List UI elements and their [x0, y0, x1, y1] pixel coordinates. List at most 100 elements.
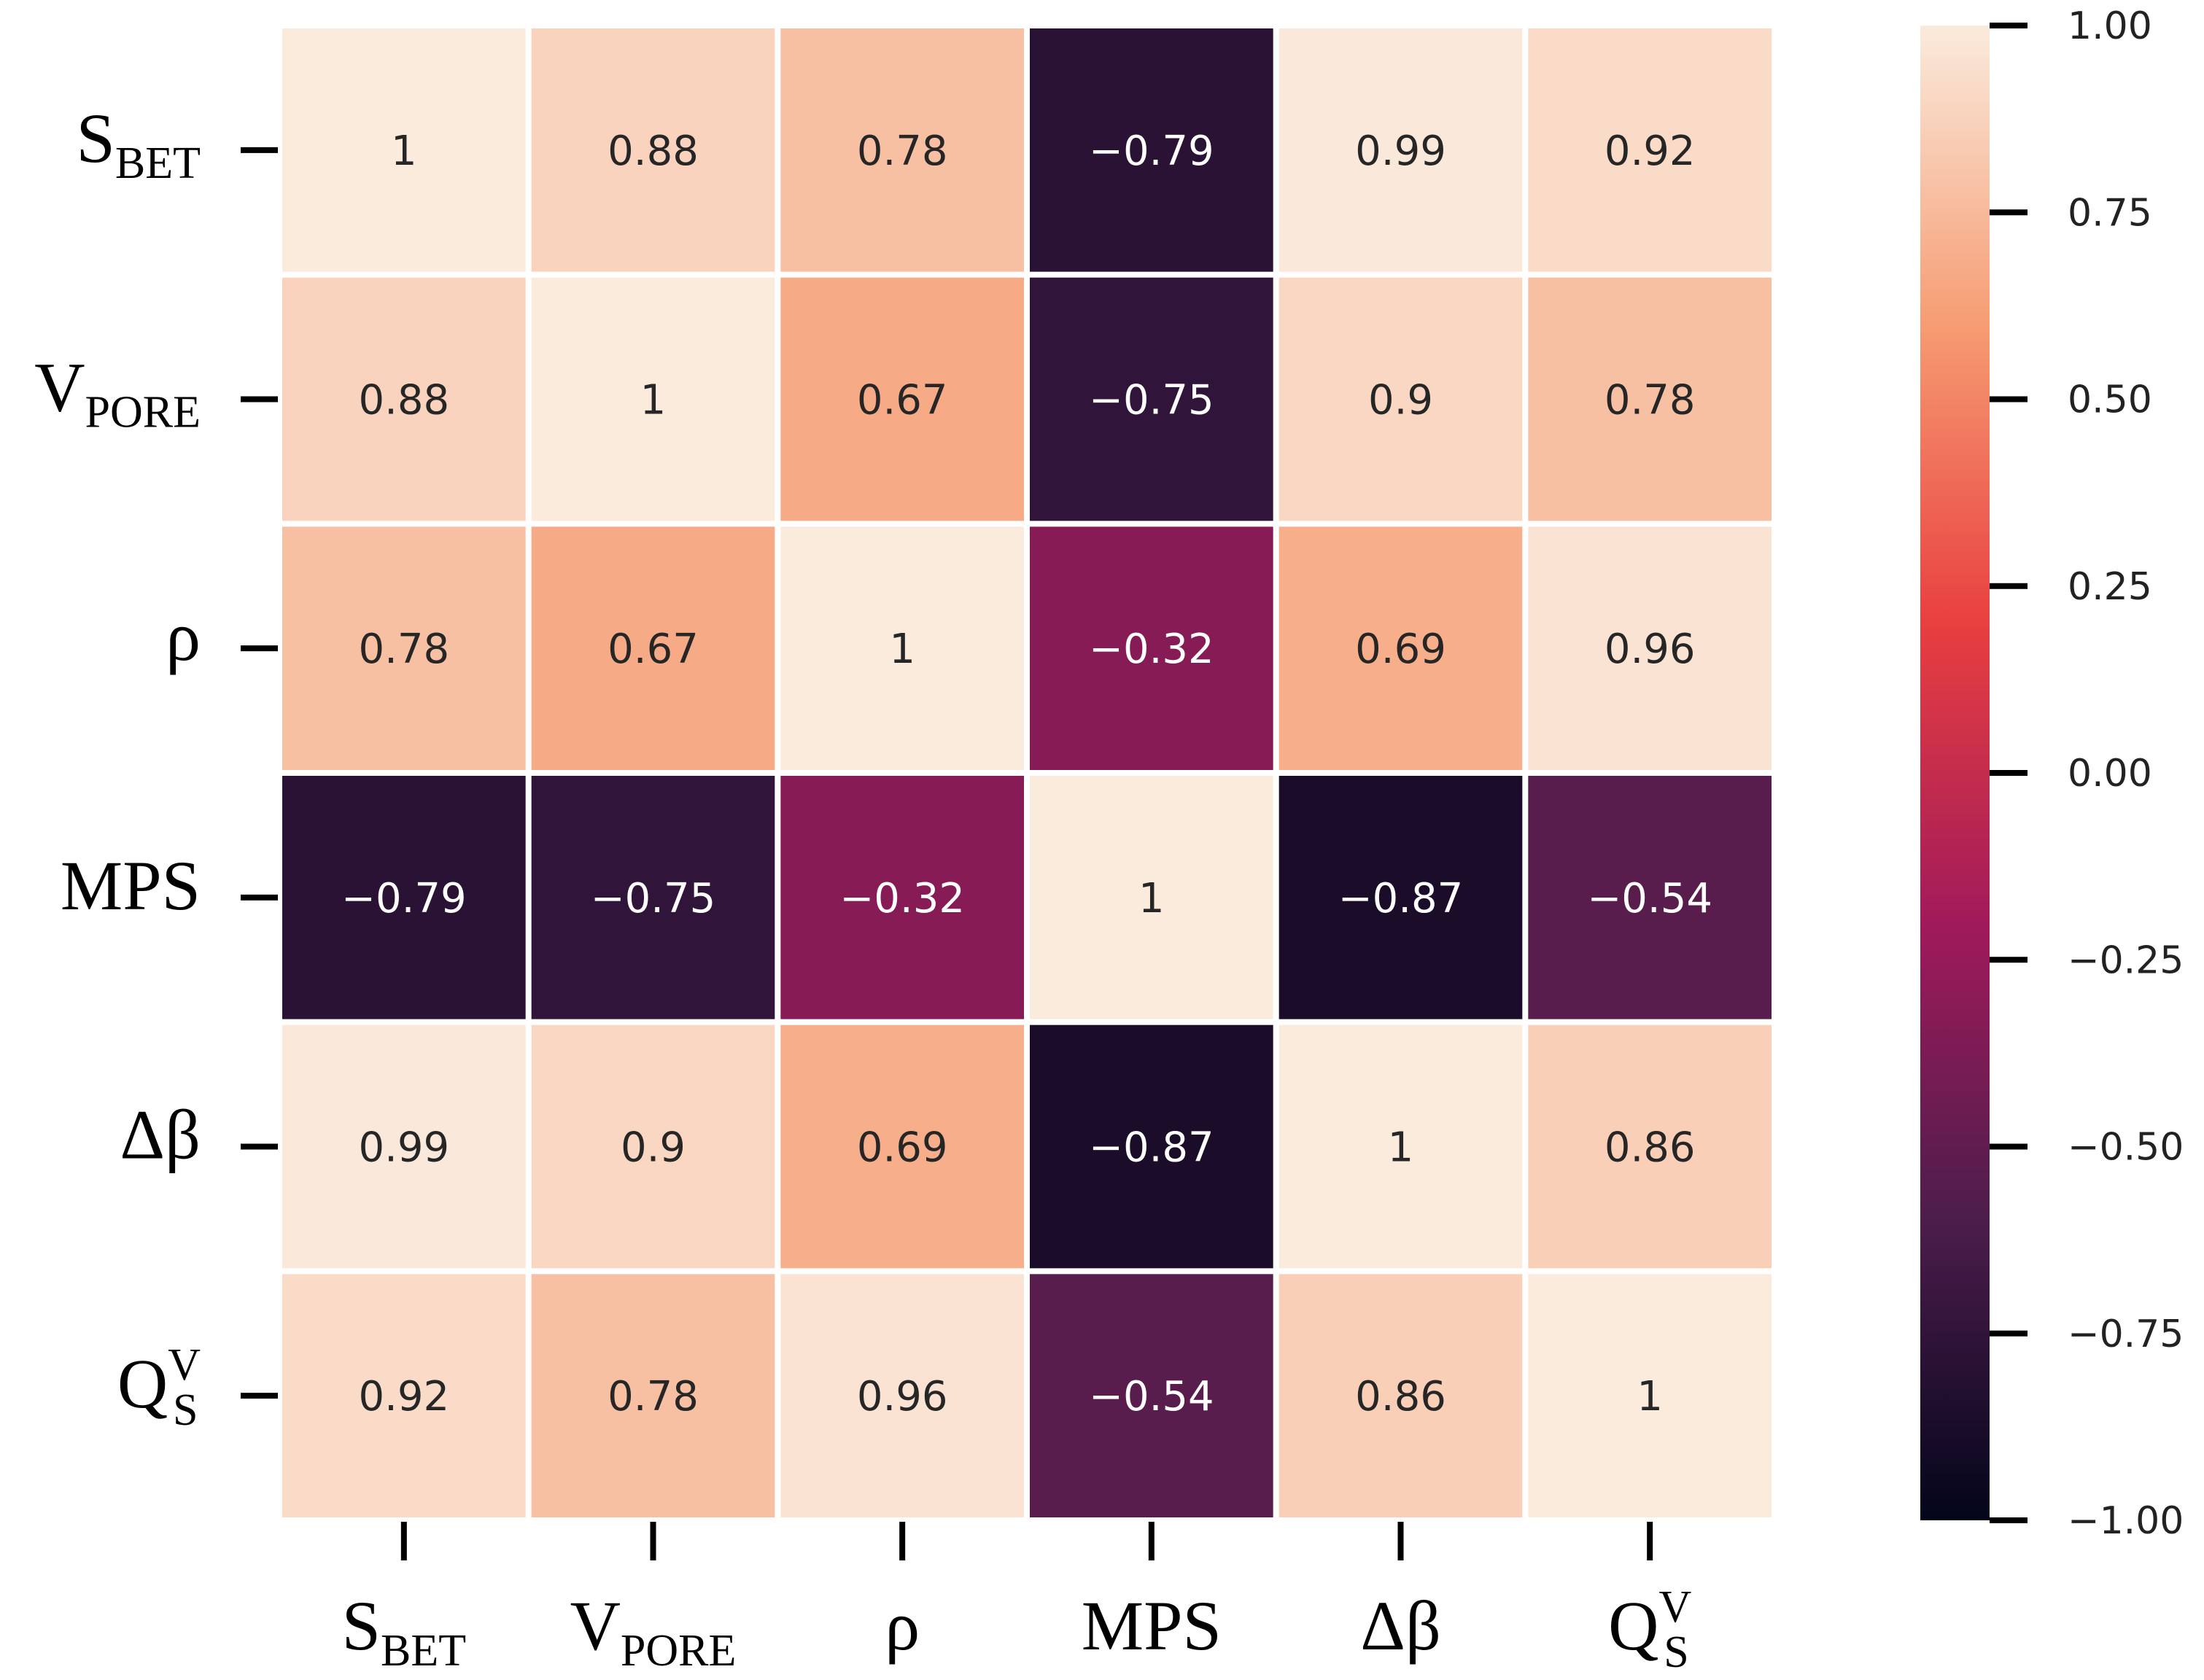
colorbar-tick-label: −0.50 — [2068, 1126, 2184, 1170]
cell-value-label: 0.9 — [1368, 377, 1433, 424]
heatmap-cell-1-3 — [1030, 277, 1273, 521]
y-axis-tick-label-2: ρ — [166, 597, 201, 675]
y-axis-label-sub: BET — [115, 139, 201, 188]
x-axis-label-sub: S — [1664, 1628, 1688, 1677]
heatmap-cell-1-5 — [1528, 277, 1772, 521]
heatmap-cell-2-5 — [1528, 526, 1772, 770]
heatmap-cell-2-4 — [1278, 526, 1523, 770]
heatmap-cell-2-2 — [780, 526, 1024, 770]
y-axis-label-main: ρ — [166, 597, 201, 675]
cell-value-label: 0.67 — [608, 626, 699, 673]
cell-value-label: 0.92 — [1605, 128, 1696, 175]
heatmap-cell-0-5 — [1528, 28, 1772, 272]
cell-value-label: −0.32 — [839, 875, 965, 922]
y-axis-label-sup: V — [168, 1340, 201, 1390]
colorbar-tick-label: 1.00 — [2068, 4, 2152, 48]
cell-value-label: 0.99 — [358, 1124, 449, 1172]
x-axis-labels: SBET VPORE ρ MPS Δβ QV S — [342, 1522, 1691, 1677]
x-axis-tick-label-2: ρ — [885, 1587, 920, 1665]
y-axis-tick-label-4: Δβ — [120, 1096, 201, 1174]
heatmap-cell-4-4 — [1278, 1024, 1523, 1269]
cell-value-label: 0.9 — [621, 1124, 686, 1172]
x-axis-tick-label-1: VPORE — [570, 1587, 737, 1676]
cell-value-label: 0.92 — [358, 1373, 449, 1420]
y-axis-label-main: Q — [117, 1345, 168, 1423]
heatmap-cell-5-4 — [1278, 1274, 1523, 1517]
cell-value-label: 0.88 — [608, 128, 699, 175]
heatmap-cell-3-3 — [1030, 776, 1273, 1019]
x-axis-tick-label-5: QV S — [1608, 1582, 1691, 1677]
heatmap-cell-0-3 — [1030, 28, 1273, 272]
x-axis-label-main: V — [570, 1587, 621, 1665]
cell-value-label: 0.78 — [358, 626, 449, 673]
cell-value-label: −0.87 — [1338, 875, 1464, 922]
cell-value-label: 0.86 — [1355, 1373, 1446, 1420]
cell-value-label: 1 — [1138, 875, 1165, 922]
cell-value-label: 1 — [1388, 1124, 1414, 1172]
heatmap-cell-4-2 — [780, 1024, 1024, 1269]
heatmap-cell-4-0 — [282, 1024, 526, 1269]
cell-value-label: −0.79 — [341, 875, 467, 922]
heatmap-cell-2-0 — [282, 526, 526, 770]
heatmap-cell-0-4 — [1278, 28, 1523, 272]
cell-value-label: 0.86 — [1605, 1124, 1696, 1172]
heatmap-cell-3-5 — [1528, 776, 1772, 1019]
cell-value-label: 0.69 — [1355, 626, 1446, 673]
heatmap-cells: 1 0.88 0.78 −0.79 0.99 0.92 0.88 1 0.67 −0.75 0.9 0… — [282, 28, 1772, 1517]
cell-value-label: 0.78 — [857, 128, 948, 175]
cell-value-label: −0.54 — [1587, 875, 1712, 922]
cell-value-label: −0.79 — [1089, 128, 1214, 175]
y-axis-tick-label-0: SBET — [77, 99, 201, 188]
heatmap-cell-3-0 — [282, 776, 526, 1019]
colorbar-tick-label: 0.00 — [2068, 752, 2152, 796]
heatmap-cell-5-5 — [1528, 1274, 1772, 1517]
cell-value-label: −0.54 — [1089, 1373, 1214, 1420]
cell-value-label: 0.96 — [857, 1373, 948, 1420]
y-axis-label-sub: S — [173, 1385, 198, 1435]
cell-value-label: −0.32 — [1089, 626, 1214, 673]
heatmap-cell-1-0 — [282, 277, 526, 521]
x-axis-label-main: Δβ — [1360, 1587, 1441, 1665]
colorbar-tick-label: −1.00 — [2068, 1499, 2184, 1543]
cell-value-label: 1 — [640, 377, 667, 424]
heatmap-cell-1-1 — [531, 277, 775, 521]
cell-value-label: 1 — [391, 128, 417, 175]
x-axis-label-main: S — [342, 1587, 381, 1665]
x-axis-label-main: MPS — [1082, 1587, 1222, 1665]
heatmap-cell-0-2 — [780, 28, 1024, 272]
y-axis-tick-label-1: VPORE — [34, 349, 201, 438]
x-axis-label-sup: V — [1658, 1582, 1691, 1632]
cell-value-label: 0.99 — [1355, 128, 1446, 175]
cell-value-label: 1 — [1637, 1373, 1663, 1420]
cell-value-label: 0.69 — [857, 1124, 948, 1172]
x-axis-tick-label-0: SBET — [342, 1587, 467, 1676]
heatmap-cell-5-2 — [780, 1274, 1024, 1517]
colorbar-tick-label: −0.75 — [2068, 1312, 2184, 1356]
cell-value-label: 0.67 — [857, 377, 948, 424]
cell-value-label: 0.96 — [1605, 626, 1696, 673]
colorbar-tick-label: 0.75 — [2068, 191, 2152, 235]
heatmap-cell-1-2 — [780, 277, 1024, 521]
x-axis-label-sub: BET — [381, 1626, 466, 1676]
y-axis-label-main: MPS — [61, 847, 201, 925]
cell-value-label: 0.78 — [1605, 377, 1696, 424]
cell-value-label: −0.75 — [1089, 377, 1214, 424]
y-axis-label-main: S — [77, 99, 115, 177]
heatmap-cell-3-4 — [1278, 776, 1523, 1019]
colorbar-tick-label: −0.25 — [2068, 938, 2184, 982]
cell-value-label: −0.75 — [591, 875, 716, 922]
heatmap-cell-4-1 — [531, 1024, 775, 1269]
heatmap-cell-4-3 — [1030, 1024, 1273, 1269]
heatmap-cell-3-1 — [531, 776, 775, 1019]
heatmap-cell-5-0 — [282, 1274, 526, 1517]
y-axis-tick-label-5: QV S — [117, 1340, 201, 1435]
heatmap-cell-0-0 — [282, 28, 526, 272]
x-axis-tick-label-4: Δβ — [1360, 1587, 1441, 1665]
heatmap-cell-0-1 — [531, 28, 775, 272]
colorbar: 1.00 0.75 0.50 0.25 0.00 −0.25 −0.50 −0.75 −1.00 — [1920, 4, 2184, 1543]
y-axis-label-sub: PORE — [85, 388, 201, 438]
colorbar-tick-label: 0.50 — [2068, 378, 2152, 422]
heatmap-cell-2-3 — [1030, 526, 1273, 770]
